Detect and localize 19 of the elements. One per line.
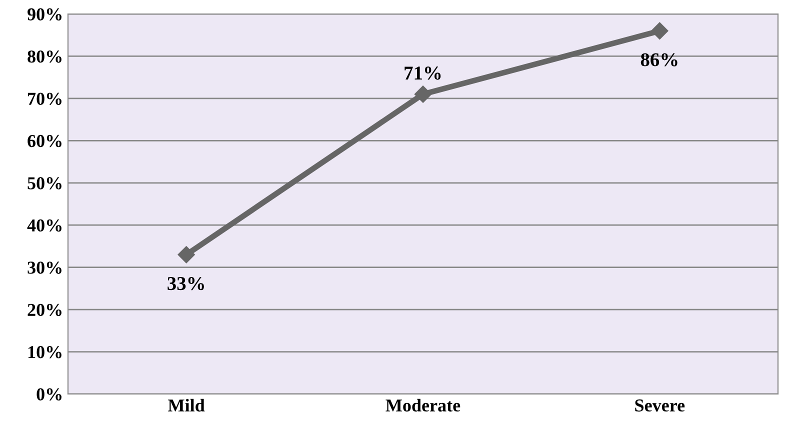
point	[414, 86, 432, 103]
y-tick-label: 30%	[28, 262, 62, 274]
x-tick-label: Severe	[635, 399, 685, 412]
y-tick-label: 40%	[27, 219, 62, 232]
data-label: 86%	[640, 53, 678, 66]
point	[178, 246, 195, 264]
x-tick-label: Moderate	[386, 398, 460, 412]
y-tick-label: 60%	[28, 134, 62, 148]
x-tick-label: Mild	[168, 398, 205, 412]
point	[651, 22, 668, 40]
y-tick-label: 70%	[28, 92, 62, 105]
y-tick-label: 20%	[28, 304, 62, 316]
data-label: 71%	[404, 66, 441, 80]
y-tick-label: 50%	[28, 177, 62, 190]
data-label: 33%	[168, 276, 204, 290]
y-tick-label: 80%	[28, 50, 62, 63]
y-tick-label: 90%	[28, 8, 62, 20]
y-tick-label: 0%	[36, 388, 62, 400]
y-tick-label: 10%	[28, 346, 62, 358]
